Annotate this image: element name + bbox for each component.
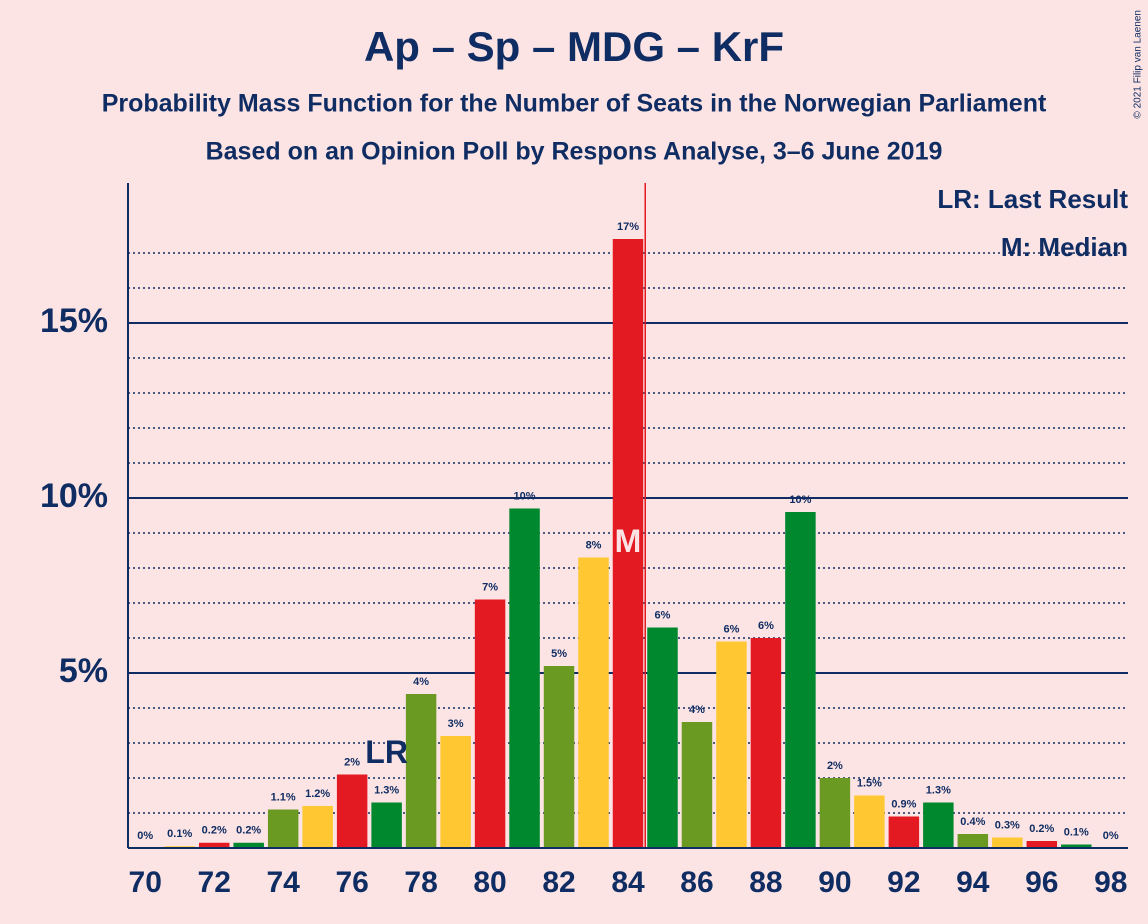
x-tick-label: 88 (749, 866, 782, 899)
chart-subtitle: Based on an Opinion Poll by Respons Anal… (206, 138, 943, 166)
bar (405, 694, 437, 848)
value-label: 0.3% (995, 819, 1020, 831)
value-label: 2% (344, 756, 360, 768)
bar (474, 599, 506, 848)
x-tick-label: 90 (818, 866, 851, 899)
bar (1026, 841, 1058, 848)
y-tick-label: 10% (40, 477, 108, 515)
plot-area: 5% 10% 15% 0% 70 0.1% 0.2% 72 0.2% 1.1% 74 1.2% 2% 76… (40, 183, 1128, 899)
value-label: 1.2% (305, 788, 330, 800)
x-tick-label: 80 (473, 866, 506, 899)
value-label: 1.3% (926, 784, 951, 796)
bar (440, 736, 471, 848)
x-tick-label: 76 (335, 866, 368, 899)
value-label: 0.2% (202, 825, 227, 837)
y-tick-label: 5% (59, 652, 108, 690)
value-label: 7% (482, 581, 498, 593)
value-label: 6% (723, 623, 739, 635)
value-label: 0.2% (1029, 823, 1054, 835)
x-tick-label: 82 (542, 866, 575, 899)
value-label: 0.1% (167, 828, 192, 840)
x-tick-label: 98 (1094, 866, 1127, 899)
bar (233, 842, 264, 848)
bar (716, 641, 747, 848)
last-result-marker: LR (365, 734, 408, 770)
x-tick-label: 96 (1025, 866, 1058, 899)
bar (957, 834, 989, 848)
value-label: 4% (689, 704, 705, 716)
bar (647, 627, 678, 848)
value-label: 1.1% (271, 791, 296, 803)
x-tick-label: 94 (956, 866, 990, 899)
bar (681, 722, 713, 848)
x-tick-label: 72 (198, 866, 231, 899)
chart-title: Ap – Sp – MDG – KrF (364, 23, 784, 70)
value-label: 4% (413, 676, 429, 688)
value-label: 3% (448, 718, 464, 730)
x-tick-label: 86 (680, 866, 713, 899)
chart-subtitle: Probability Mass Function for the Number… (102, 90, 1047, 118)
value-label: 0.9% (891, 798, 916, 810)
x-tick-label: 92 (887, 866, 920, 899)
value-label: 0.4% (960, 816, 985, 828)
bar (578, 557, 609, 848)
value-label: 1.5% (857, 777, 882, 789)
bar (888, 816, 920, 848)
x-tick-label: 70 (129, 866, 162, 899)
value-label: 10% (789, 494, 811, 506)
median-marker: M (615, 523, 642, 559)
bar (1061, 844, 1092, 848)
value-label: 8% (586, 539, 602, 551)
bar (785, 512, 816, 848)
copyright: © 2021 Filip van Laenen (1133, 10, 1144, 119)
bar (302, 806, 333, 848)
bar (509, 508, 540, 848)
bar (371, 802, 402, 848)
value-label: 0% (1103, 830, 1119, 842)
bar (854, 795, 885, 848)
legend-entry: LR: Last Result (937, 184, 1128, 214)
bar (198, 842, 230, 848)
bar (336, 774, 368, 848)
x-tick-label: 78 (404, 866, 437, 899)
bar (267, 809, 299, 848)
x-tick-label: 84 (611, 866, 645, 899)
bar (612, 239, 644, 848)
value-label: 6% (655, 609, 671, 621)
y-tick-label: 15% (40, 302, 108, 340)
value-label: 6% (758, 620, 774, 632)
legend-entry: M: Median (1001, 232, 1128, 262)
bar (923, 802, 954, 848)
bar (819, 778, 851, 848)
value-label: 2% (827, 760, 843, 772)
value-label: 5% (551, 648, 567, 660)
bar (543, 666, 575, 848)
x-tick-label: 74 (266, 866, 300, 899)
value-label: 0% (137, 830, 153, 842)
value-label: 0.2% (236, 825, 261, 837)
value-label: 1.3% (374, 784, 399, 796)
value-label: 17% (617, 221, 639, 233)
value-label: 0.1% (1064, 826, 1089, 838)
bar (750, 638, 782, 848)
bar (992, 837, 1023, 848)
value-label: 10% (514, 490, 536, 502)
